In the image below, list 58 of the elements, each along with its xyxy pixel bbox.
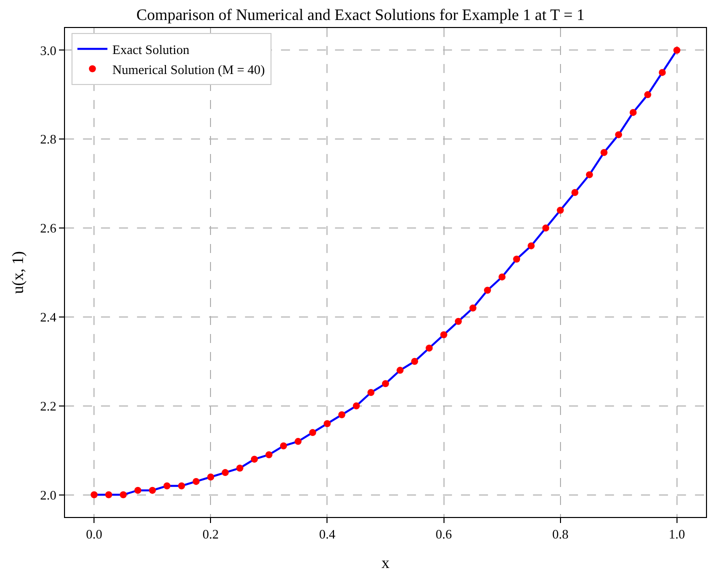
point	[528, 242, 535, 250]
point	[498, 273, 506, 280]
point	[513, 256, 520, 263]
x-tick-label: 0.2	[202, 526, 219, 542]
point	[105, 491, 112, 498]
x-tick-label: 0.0	[86, 526, 102, 542]
point	[644, 91, 652, 98]
point	[324, 420, 331, 428]
point	[265, 451, 272, 458]
point	[440, 331, 448, 338]
point	[120, 491, 127, 498]
y-tick-label: 2.0	[40, 487, 56, 502]
point	[454, 318, 462, 325]
x-tick-label: 0.8	[552, 526, 568, 542]
point	[192, 478, 200, 485]
point	[571, 188, 578, 196]
y-axis-title: u(x, 1)	[10, 251, 27, 294]
point	[484, 286, 491, 294]
point	[542, 224, 550, 232]
point	[294, 438, 302, 445]
point	[469, 304, 476, 312]
point	[222, 469, 229, 476]
point	[658, 68, 666, 76]
point	[586, 171, 593, 178]
point	[396, 366, 404, 374]
point	[309, 429, 316, 436]
point	[134, 486, 142, 494]
legend-label: Numerical Solution (M = 40)	[112, 62, 265, 77]
point	[90, 491, 98, 498]
point	[556, 206, 564, 214]
legend-label: Exact Solution	[112, 42, 190, 57]
x-tick-label: 0.4	[319, 526, 336, 542]
point	[426, 344, 433, 352]
point	[352, 402, 360, 410]
y-tick-label: 2.6	[40, 220, 57, 236]
point	[615, 131, 622, 138]
point	[411, 358, 418, 365]
point	[367, 389, 374, 396]
x-axis-title: x	[382, 555, 390, 572]
point	[250, 456, 258, 463]
point	[163, 482, 170, 490]
point	[630, 108, 637, 116]
point	[338, 411, 346, 418]
y-tick-label: 2.8	[40, 132, 56, 147]
chart-title: Comparison of Numerical and Exact Solutions for Example 1 at T = 1	[136, 6, 585, 24]
y-tick-label: 3.0	[40, 42, 56, 58]
point	[280, 442, 288, 450]
x-tick-label: 1.0	[668, 526, 685, 542]
point	[673, 46, 680, 54]
point	[600, 148, 608, 156]
point	[236, 464, 244, 472]
x-tick-label: 0.6	[436, 526, 452, 542]
y-tick-label: 2.2	[40, 398, 56, 414]
point	[382, 380, 389, 388]
point	[178, 482, 186, 490]
y-tick-label: 2.4	[40, 310, 57, 324]
point	[207, 473, 214, 480]
point	[148, 486, 156, 494]
